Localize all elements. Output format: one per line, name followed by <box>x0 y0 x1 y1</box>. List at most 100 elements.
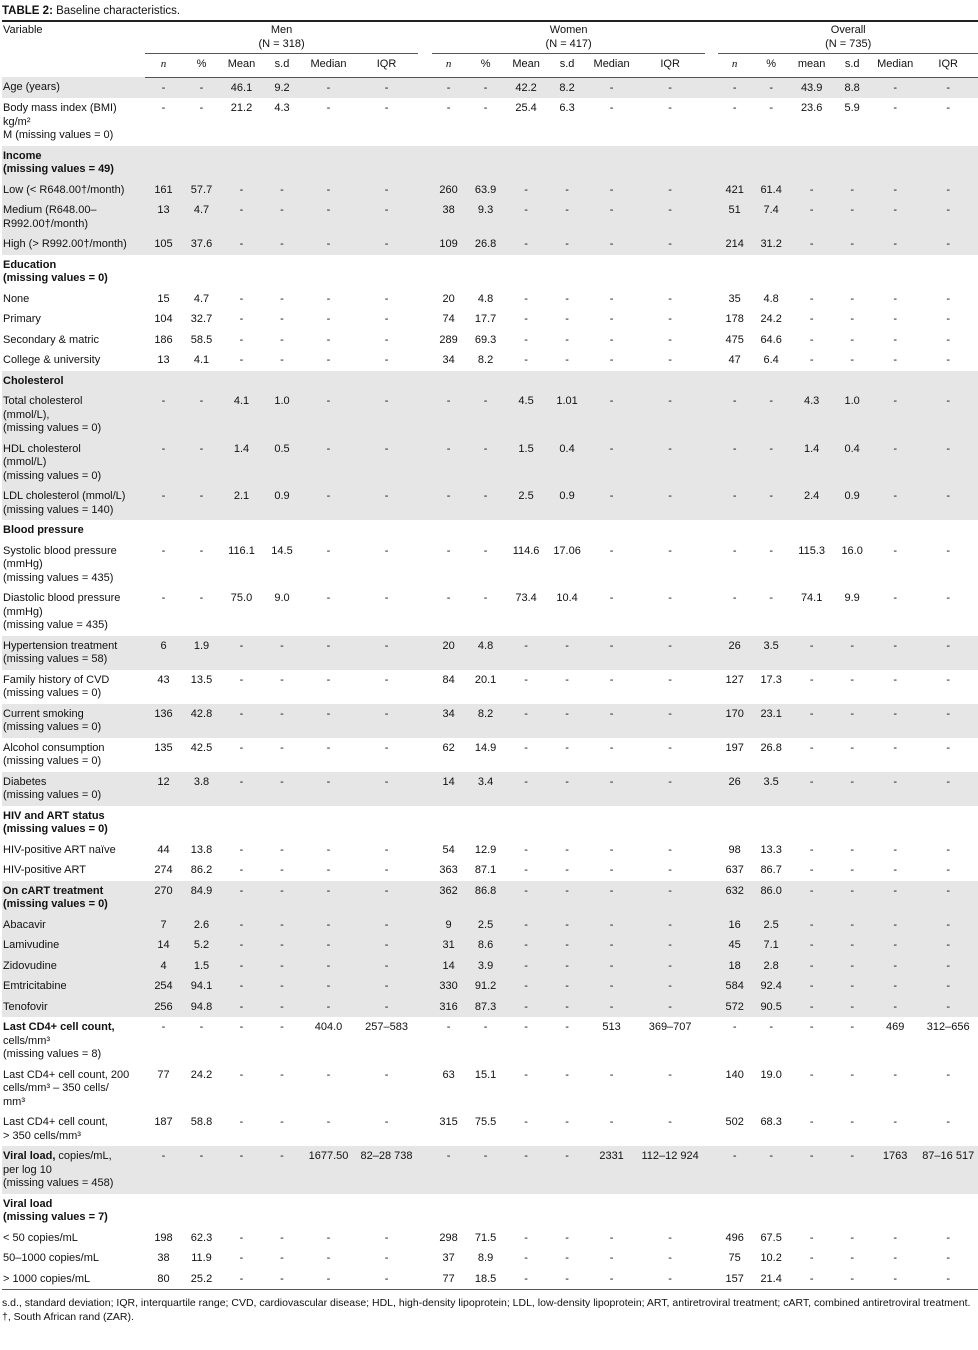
baseline-characteristics-table: Variable Men (N = 318) Women (N = 417) Overal… <box>2 20 978 1290</box>
cell-value: - <box>809 1231 814 1244</box>
cell-value: - <box>326 544 331 557</box>
cell-value: - <box>918 880 978 915</box>
cell-value <box>791 520 832 541</box>
group-header-men: Men (N = 318) <box>145 21 419 54</box>
cell-value: - <box>221 234 262 255</box>
label-line: Last CD4+ cell count, 200 <box>3 1068 130 1081</box>
cell-value: 186 <box>154 333 173 346</box>
cell-value: - <box>280 1231 284 1244</box>
label-line: (missing values = 458) <box>3 1177 114 1189</box>
cell-value: 14 <box>145 935 182 956</box>
cell-value: - <box>524 1116 528 1128</box>
cell-value: - <box>326 741 331 754</box>
n-label: n <box>160 58 167 70</box>
cell-value: - <box>326 354 331 366</box>
cell-value <box>221 520 262 541</box>
subcolumn-header: Mean <box>506 53 547 78</box>
row-label: Total cholesterol (mmol/L), (missing value… <box>2 391 145 439</box>
cell-value: - <box>384 592 389 604</box>
cell-value: - <box>239 1021 244 1033</box>
cell-value <box>465 806 506 840</box>
cell-value <box>635 145 706 180</box>
cell-value: - <box>809 673 814 686</box>
cell-value: - <box>635 880 706 915</box>
cell-value: 3.5 <box>751 635 792 670</box>
subcolumn-header: s.d <box>832 53 873 78</box>
group-spacer <box>418 914 433 935</box>
cell-value: - <box>221 200 262 234</box>
cell-value: - <box>872 234 919 255</box>
cell-value: 3.9 <box>465 955 507 976</box>
cell-value: 1677.50 <box>302 1146 355 1194</box>
cell-value: - <box>718 486 752 520</box>
cell-value: - <box>918 703 978 738</box>
cell-value <box>355 370 419 391</box>
table-row: HDL cholesterol (mmol/L) (missing values =… <box>2 438 978 486</box>
cell-value: - <box>791 635 833 670</box>
cell-value: - <box>384 544 389 557</box>
cell-value: - <box>668 102 672 114</box>
table-row: HIV-positive ART naïve 44 13.8 - - - - 54 12.9 - -… <box>2 840 978 861</box>
cell-value: 34 <box>442 354 455 366</box>
cell-value: 254 <box>145 976 182 997</box>
cell-value: - <box>809 313 814 325</box>
cell-value: - <box>588 880 636 915</box>
cell-value: - <box>918 976 978 997</box>
cell-value: - <box>609 1231 614 1244</box>
cell-value: - <box>809 741 814 754</box>
cell-value: - <box>384 102 389 114</box>
cell-value <box>718 520 751 541</box>
cell-value: 1.9 <box>182 635 221 670</box>
cell-value: - <box>355 955 419 976</box>
cell-value: 170 <box>718 703 752 738</box>
cell-value: - <box>946 1116 951 1128</box>
cell-value: - <box>946 102 951 114</box>
cell-value: - <box>791 880 833 915</box>
cell-value <box>751 255 791 289</box>
table-row: Income (missing values = 49) <box>2 145 978 180</box>
cell-value: - <box>239 1252 244 1264</box>
cell-value: - <box>588 771 636 806</box>
cell-value: - <box>326 313 331 325</box>
cell-value: - <box>850 313 854 325</box>
cell-value: 58.8 <box>190 1116 213 1128</box>
cell-value: - <box>809 354 814 366</box>
group-spacer <box>418 703 433 738</box>
cell-value: 68.3 <box>760 1116 782 1128</box>
cell-value: - <box>946 354 951 366</box>
cell-value: - <box>872 880 919 915</box>
cell-value <box>182 145 221 180</box>
table-row: High (> R992.00†/month) 105 37.6- - - -109 26.… <box>2 234 978 255</box>
label-line: (missing values = 435) <box>3 571 114 584</box>
label-line: Education <box>3 258 57 271</box>
cell-value <box>832 806 872 840</box>
subcolumn-header: n <box>432 53 466 78</box>
cell-value: 4.3 <box>274 102 290 114</box>
cell-value <box>182 255 221 289</box>
cell-value: 75.5 <box>474 1116 497 1128</box>
cell-value: 94.8 <box>182 996 221 1017</box>
caption-label: TABLE 2: <box>2 5 53 17</box>
label-line: (missing values = 58) <box>3 653 108 665</box>
cell-value: - <box>635 935 706 956</box>
group-spacer <box>705 350 718 371</box>
cell-value: - <box>384 1068 389 1081</box>
cell-value: 51 <box>718 200 752 234</box>
cell-value: 17.06 <box>553 544 581 557</box>
cell-value: - <box>832 1146 873 1194</box>
cell-value: 84.9 <box>182 880 221 915</box>
row-label: Low (< R648.00†/month) <box>2 179 145 200</box>
group-spacer <box>418 880 433 915</box>
row-label: Viral load (missing values = 7) <box>2 1194 145 1228</box>
cell-value: - <box>893 1272 897 1285</box>
cell-value: 6.3 <box>559 102 575 114</box>
cell-value <box>465 1194 506 1228</box>
row-label: HDL cholesterol (mmol/L) (missing values =… <box>2 438 145 486</box>
cell-value: - <box>588 179 636 200</box>
group-name: Women <box>549 24 588 36</box>
group-spacer <box>418 438 433 486</box>
cell-value: 1.5 <box>506 438 547 486</box>
cell-value: - <box>850 1021 854 1033</box>
cell-value: - <box>668 313 672 325</box>
